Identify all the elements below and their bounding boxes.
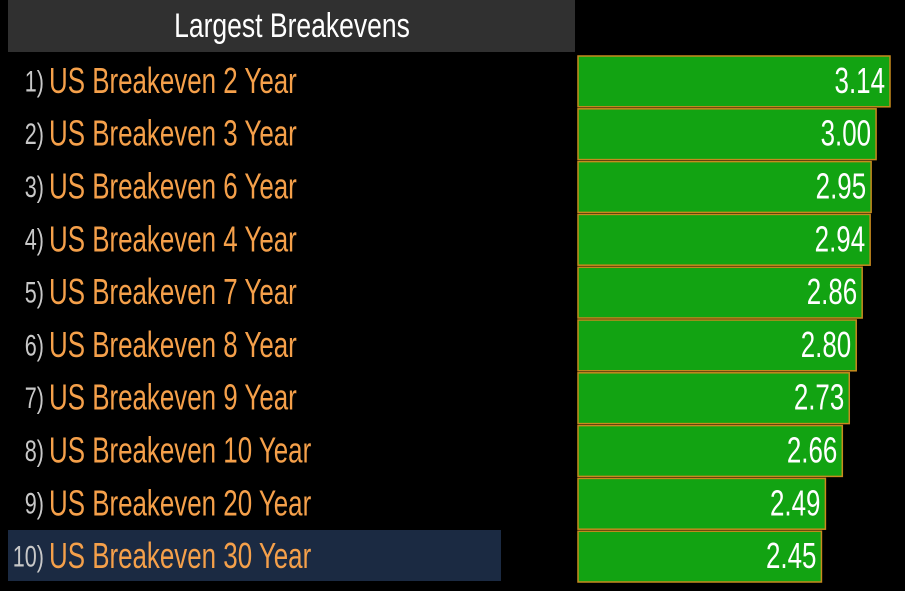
row-label: US Breakeven 2 Year [49, 61, 297, 101]
rank-label: 1) [25, 64, 44, 98]
rank-label-group: 5) [25, 275, 44, 309]
rank-label-group: 1) [25, 64, 44, 98]
row-label-group: US Breakeven 7 Year [49, 272, 297, 312]
value-label-group: 2.73 [794, 378, 844, 418]
row-label: US Breakeven 3 Year [49, 114, 297, 154]
row-label-group: US Breakeven 30 Year [49, 536, 311, 576]
value-label-group: 2.80 [801, 325, 851, 365]
bar [577, 55, 891, 108]
value-label: 3.14 [835, 61, 885, 101]
bar [577, 424, 844, 478]
rank-label: 6) [25, 328, 44, 362]
row-label-group: US Breakeven 20 Year [49, 483, 311, 523]
rank-label: 7) [25, 381, 44, 415]
value-label-group: 2.94 [815, 219, 865, 259]
bar [577, 530, 823, 583]
rank-label: 8) [25, 433, 44, 467]
value-label: 2.73 [794, 378, 844, 418]
row-label: US Breakeven 4 Year [49, 219, 297, 259]
row-label: US Breakeven 7 Year [49, 272, 297, 312]
row-label: US Breakeven 8 Year [49, 325, 297, 365]
value-label: 2.66 [787, 430, 837, 470]
value-label-group: 2.45 [766, 536, 816, 576]
row-label: US Breakeven 6 Year [49, 166, 297, 206]
row-label-group: US Breakeven 2 Year [49, 61, 297, 101]
row-label-group: US Breakeven 8 Year [49, 325, 297, 365]
value-label: 2.94 [815, 219, 865, 259]
bar [577, 108, 877, 161]
row-label: US Breakeven 9 Year [49, 378, 297, 418]
rank-label: 9) [25, 486, 44, 520]
value-label: 2.49 [770, 483, 820, 523]
rank-label: 4) [25, 222, 44, 256]
value-label-group: 2.86 [807, 272, 857, 312]
bar [577, 213, 871, 266]
chart-title: Largest Breakevens [174, 7, 410, 45]
value-label: 2.95 [816, 166, 866, 206]
row-label-group: US Breakeven 6 Year [49, 166, 297, 206]
rank-label: 10) [13, 539, 44, 573]
bar [577, 266, 863, 319]
rank-label: 2) [25, 117, 44, 151]
row-label-group: US Breakeven 4 Year [49, 219, 297, 259]
row-label-group: US Breakeven 9 Year [49, 378, 297, 418]
selected-row[interactable] [8, 530, 501, 581]
rank-label-group: 6) [25, 328, 44, 362]
value-label: 2.86 [807, 272, 857, 312]
rank-label-group: 10) [13, 539, 44, 573]
row-label: US Breakeven 10 Year [49, 430, 311, 470]
rank-label-group: 2) [25, 117, 44, 151]
rank-label-group: 4) [25, 222, 44, 256]
value-label: 2.45 [766, 536, 816, 576]
row-label: US Breakeven 30 Year [49, 536, 311, 576]
rank-label-group: 7) [25, 381, 44, 415]
rank-label-group: 8) [25, 433, 44, 467]
value-label-group: 2.66 [787, 430, 837, 470]
value-label-group: 2.95 [816, 166, 866, 206]
value-label: 3.00 [821, 114, 871, 154]
row-label-group: US Breakeven 10 Year [49, 430, 311, 470]
value-label: 2.80 [801, 325, 851, 365]
rank-label-group: 3) [25, 169, 44, 203]
bar [577, 160, 872, 214]
header-bar [8, 0, 575, 52]
title-group: Largest Breakevens [174, 7, 410, 45]
value-label-group: 3.00 [821, 114, 871, 154]
bar [577, 319, 857, 372]
rank-label: 5) [25, 275, 44, 309]
rank-label-group: 9) [25, 486, 44, 520]
value-label-group: 2.49 [770, 483, 820, 523]
bar [577, 372, 851, 425]
value-label-group: 3.14 [835, 61, 885, 101]
rank-label: 3) [25, 169, 44, 203]
bar [577, 477, 827, 530]
row-label-group: US Breakeven 3 Year [49, 114, 297, 154]
row-label: US Breakeven 20 Year [49, 483, 311, 523]
